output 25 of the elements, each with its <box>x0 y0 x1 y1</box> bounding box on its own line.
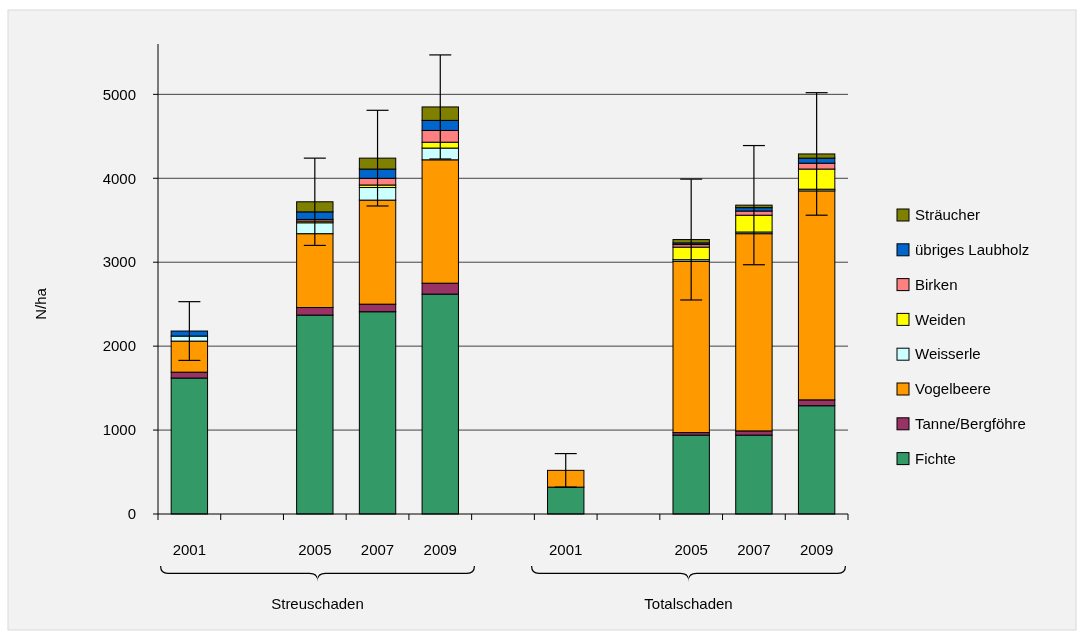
y-tick-label: 4000 <box>102 169 136 187</box>
x-tick-label: 2005 <box>674 541 708 558</box>
x-tick-label: 2001 <box>172 541 207 558</box>
y-tick-label: 0 <box>127 505 136 523</box>
legend-label: Weiden <box>915 310 966 328</box>
x-tick-label: 2007 <box>737 541 771 558</box>
y-tick-label: 3000 <box>102 253 136 271</box>
legend-label: übriges Laubholz <box>915 241 1030 259</box>
y-axis-title: N/ha <box>32 287 49 320</box>
x-tick-label: 2009 <box>799 541 834 558</box>
x-tick-label: 2009 <box>423 541 457 558</box>
y-tick-label: 5000 <box>102 85 136 103</box>
legend-label: Tanne/Bergföhre <box>915 415 1026 433</box>
legend-label: Sträucher <box>915 206 981 224</box>
legend-label: Vogelbeere <box>915 380 991 398</box>
x-tick-label: 2005 <box>298 541 332 558</box>
text: Totalschaden <box>644 595 733 612</box>
legend-label: Birken <box>915 275 958 293</box>
legend-label: Weisserle <box>915 345 981 363</box>
y-tick-label: 2000 <box>102 337 136 355</box>
x-tick-label: 2007 <box>360 541 395 558</box>
text: Streuschaden <box>271 595 364 612</box>
legend-label: Fichte <box>915 449 956 467</box>
y-tick-label: 1000 <box>102 421 136 439</box>
x-tick-label: 2001 <box>549 541 583 558</box>
